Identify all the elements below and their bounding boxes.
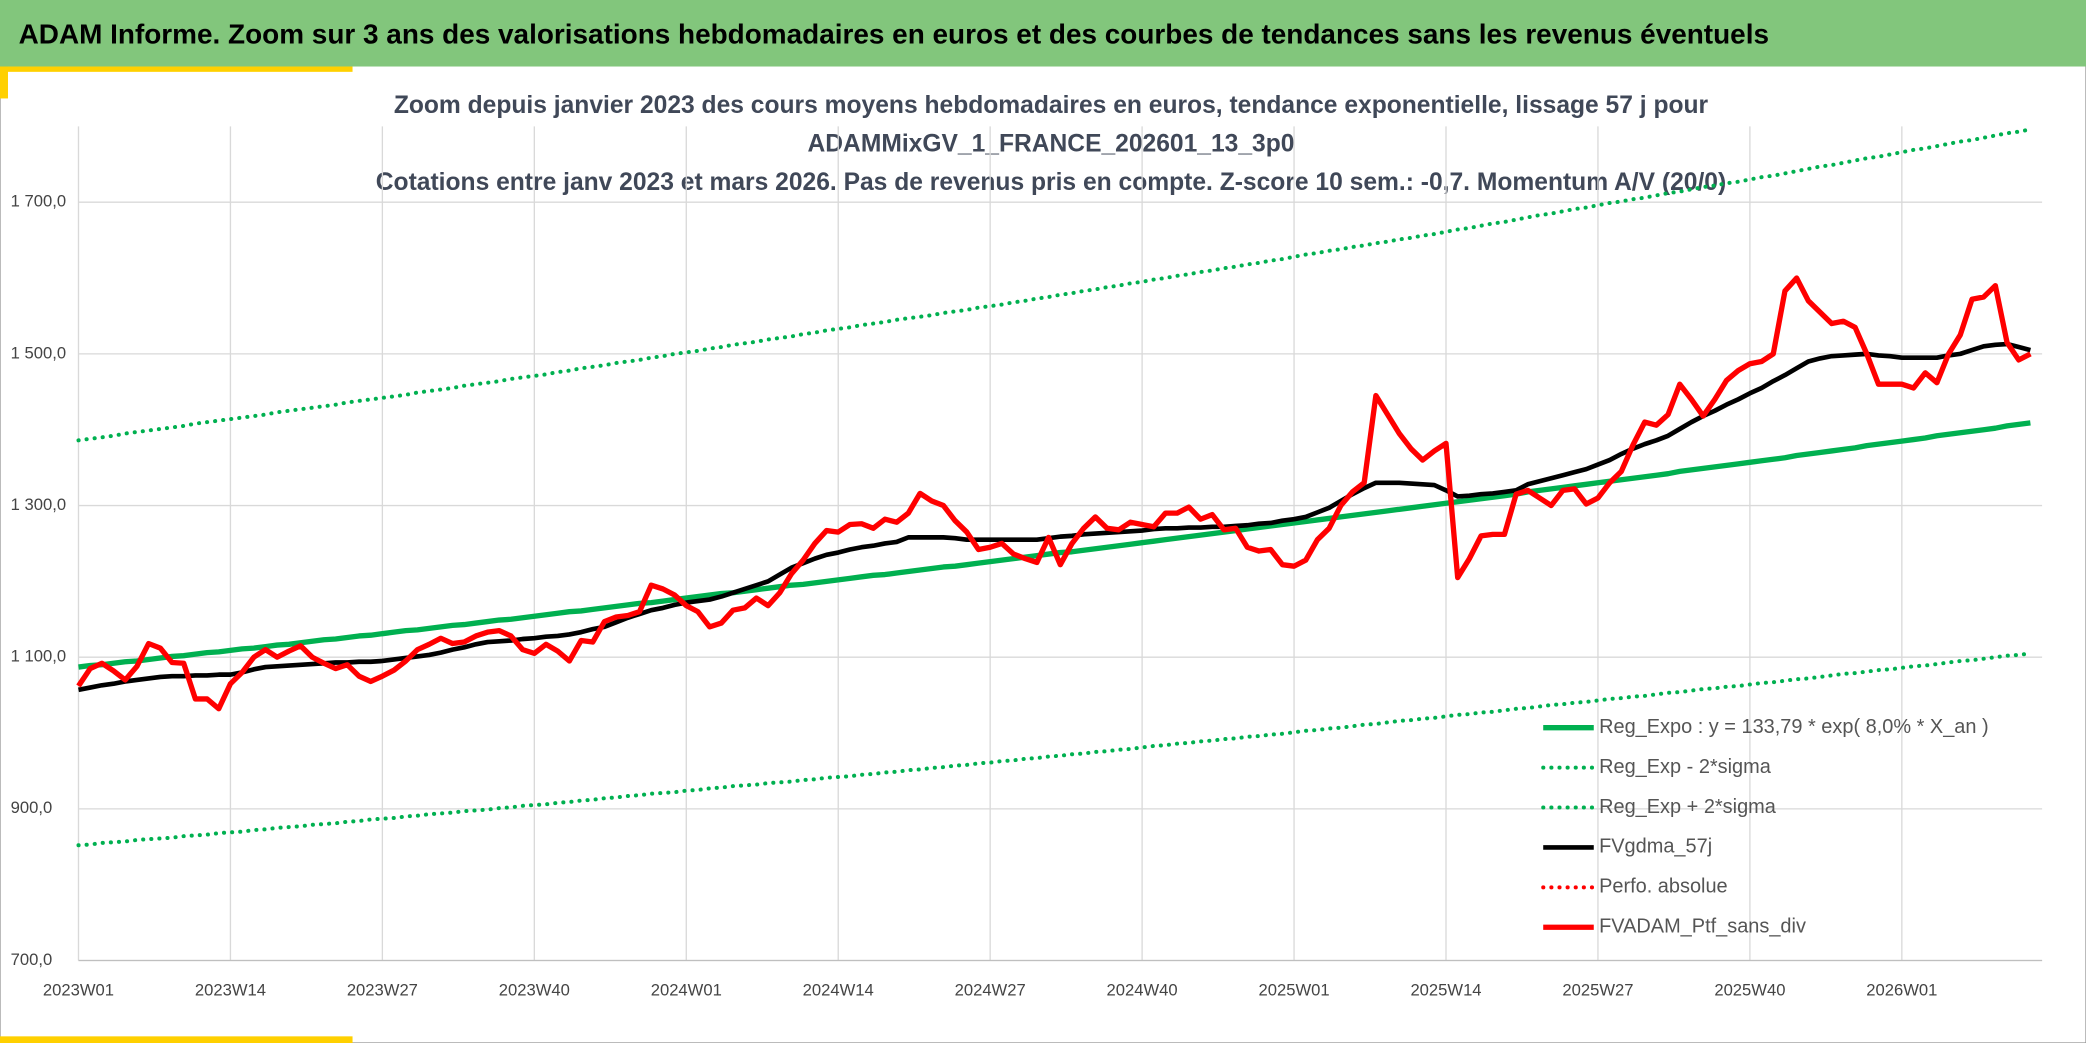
- chart-title: ADAMMixGV_1_FRANCE_202601_13_3p0: [808, 131, 1295, 158]
- series-line: [76, 651, 2033, 848]
- x-tick-label: 2023W27: [347, 981, 418, 1000]
- header-band: [0, 0, 2086, 67]
- x-tick-label: 2023W01: [43, 981, 114, 1000]
- page-title: ADAM Informe. Zoom sur 3 ans des valoris…: [19, 18, 1769, 49]
- x-tick-label: 2026W01: [1866, 981, 1937, 1000]
- legend-label: Reg_Expo : y = 133,79 * exp( 8,0% * X_an…: [1599, 716, 1989, 738]
- legend-label: FVgdma_57j: [1599, 836, 1712, 858]
- y-tick-label: 1 300,0: [11, 495, 66, 514]
- y-tick-label: 1 500,0: [11, 343, 66, 362]
- x-tick-label: 2024W14: [803, 981, 874, 1000]
- accent-left: [0, 66, 8, 99]
- accent-top: [0, 66, 353, 72]
- series-line: [76, 127, 2033, 443]
- x-tick-label: 2024W40: [1107, 981, 1178, 1000]
- chart-title: Cotations entre janv 2023 et mars 2026. …: [376, 169, 1726, 196]
- x-tick-label: 2025W01: [1259, 981, 1330, 1000]
- y-tick-label: 700,0: [11, 950, 53, 969]
- x-tick-label: 2023W14: [195, 981, 266, 1000]
- series-line: [76, 275, 2032, 712]
- y-tick-label: 1 100,0: [11, 647, 66, 666]
- y-tick-label: 900,0: [11, 798, 53, 817]
- legend-label: Perfo. absolue: [1599, 876, 1728, 898]
- x-tick-label: 2025W40: [1714, 981, 1785, 1000]
- legend-label: Reg_Exp + 2*sigma: [1599, 796, 1777, 818]
- x-tick-label: 2023W40: [499, 981, 570, 1000]
- chart-title: Zoom depuis janvier 2023 des cours moyen…: [394, 92, 1709, 119]
- y-tick-label: 1 700,0: [11, 192, 66, 211]
- x-tick-label: 2025W14: [1410, 981, 1481, 1000]
- legend-label: Reg_Exp - 2*sigma: [1599, 756, 1772, 778]
- accent-bottom: [0, 1036, 353, 1043]
- legend-label: FVADAM_Ptf_sans_div: [1599, 916, 1806, 938]
- x-tick-label: 2024W01: [651, 981, 722, 1000]
- x-tick-label: 2025W27: [1562, 981, 1633, 1000]
- x-tick-label: 2024W27: [955, 981, 1026, 1000]
